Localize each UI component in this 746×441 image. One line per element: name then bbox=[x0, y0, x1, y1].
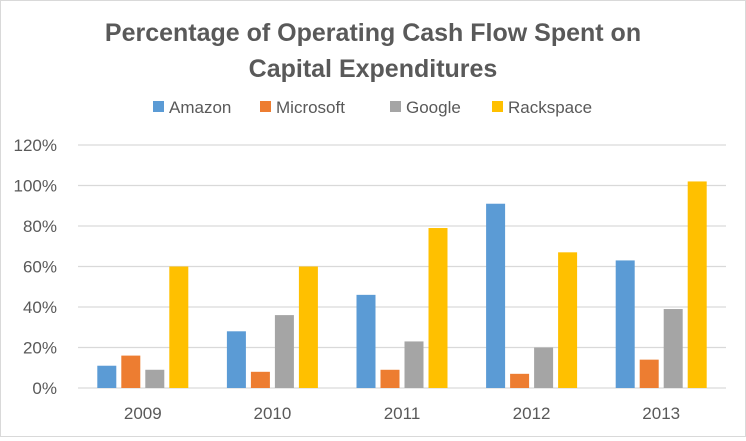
y-tick-label: 120% bbox=[14, 136, 57, 155]
chart-title-line-2: Capital Expenditures bbox=[249, 55, 498, 83]
bar-amazon-2011 bbox=[356, 294, 376, 388]
bars bbox=[97, 181, 707, 388]
legend-item-amazon: Amazon bbox=[153, 98, 231, 117]
legend-label: Google bbox=[406, 98, 461, 117]
bar-rackspace-2011 bbox=[428, 228, 448, 388]
y-tick-label: 20% bbox=[23, 339, 57, 358]
bar-amazon-2012 bbox=[486, 203, 506, 388]
bar-amazon-2013 bbox=[615, 260, 635, 388]
bar-google-2009 bbox=[145, 369, 165, 388]
bar-microsoft-2012 bbox=[510, 373, 530, 388]
bar-amazon-2009 bbox=[97, 365, 117, 388]
y-axis: 0% 20% 40% 60% 80% 100% 120% bbox=[14, 136, 57, 398]
bar-google-2012 bbox=[534, 347, 554, 388]
bar-google-2010 bbox=[274, 315, 294, 388]
x-tick-label: 2009 bbox=[124, 404, 162, 423]
y-tick-label: 60% bbox=[23, 258, 57, 277]
legend-item-microsoft: Microsoft bbox=[260, 98, 345, 117]
bar-microsoft-2010 bbox=[250, 371, 270, 388]
bar-google-2013 bbox=[663, 309, 683, 388]
bar-amazon-2010 bbox=[226, 331, 246, 388]
bar-rackspace-2012 bbox=[558, 252, 578, 388]
bar-rackspace-2009 bbox=[169, 266, 189, 388]
legend-item-rackspace: Rackspace bbox=[492, 98, 592, 117]
bar-rackspace-2013 bbox=[687, 181, 707, 388]
legend-label: Microsoft bbox=[276, 98, 345, 117]
y-tick-label: 100% bbox=[14, 177, 57, 196]
y-tick-label: 80% bbox=[23, 217, 57, 236]
x-tick-label: 2010 bbox=[253, 404, 291, 423]
x-axis: 2009 2010 2011 2012 2013 bbox=[124, 404, 680, 423]
legend-item-google: Google bbox=[390, 98, 461, 117]
bar-microsoft-2013 bbox=[639, 359, 659, 388]
legend-swatch bbox=[492, 101, 503, 112]
legend-label: Amazon bbox=[169, 98, 231, 117]
y-tick-label: 0% bbox=[32, 379, 57, 398]
bar-microsoft-2011 bbox=[380, 369, 400, 388]
legend-swatch bbox=[390, 101, 401, 112]
y-tick-label: 40% bbox=[23, 298, 57, 317]
legend-swatch bbox=[153, 101, 164, 112]
legend-label: Rackspace bbox=[508, 98, 592, 117]
chart-title-line-1: Percentage of Operating Cash Flow Spent … bbox=[105, 19, 641, 47]
x-tick-label: 2012 bbox=[513, 404, 551, 423]
x-tick-label: 2011 bbox=[384, 404, 421, 423]
x-tick-label: 2013 bbox=[642, 404, 680, 423]
legend-swatch bbox=[260, 101, 271, 112]
bar-microsoft-2009 bbox=[121, 355, 141, 388]
legend: Amazon Microsoft Google Rackspace bbox=[153, 98, 592, 117]
bar-rackspace-2010 bbox=[298, 266, 318, 388]
bar-google-2011 bbox=[404, 341, 424, 388]
